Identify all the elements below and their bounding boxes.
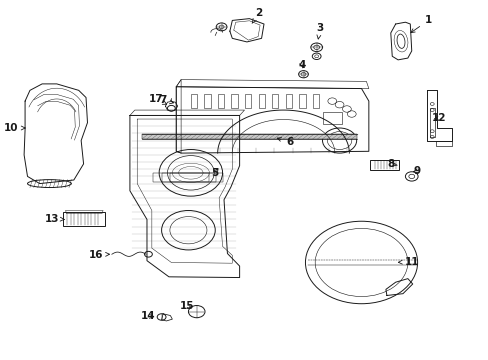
Text: 14: 14	[141, 311, 155, 321]
Text: 8: 8	[386, 159, 396, 169]
Text: 5: 5	[211, 168, 219, 178]
Bar	[231, 94, 237, 108]
Bar	[190, 94, 197, 108]
Text: 4: 4	[298, 60, 305, 70]
Text: 3: 3	[316, 23, 323, 39]
Text: 10: 10	[4, 123, 25, 133]
Text: 17: 17	[148, 94, 166, 104]
Text: 9: 9	[412, 166, 419, 176]
Text: 12: 12	[431, 113, 446, 123]
Bar	[153, 173, 209, 182]
Bar	[244, 94, 251, 108]
Bar	[218, 94, 224, 108]
Bar	[299, 94, 305, 108]
Text: 7: 7	[159, 95, 173, 105]
Text: 16: 16	[88, 249, 109, 260]
Text: 1: 1	[410, 15, 431, 33]
Bar	[204, 94, 210, 108]
Text: 11: 11	[398, 257, 418, 267]
Polygon shape	[142, 134, 356, 139]
Bar	[312, 94, 319, 108]
Bar	[272, 94, 278, 108]
Text: 15: 15	[180, 301, 194, 311]
Text: 2: 2	[252, 8, 262, 23]
Text: 6: 6	[277, 138, 293, 147]
Bar	[285, 94, 291, 108]
Text: 13: 13	[44, 214, 64, 224]
Bar	[170, 173, 223, 182]
Bar	[161, 173, 216, 182]
Bar	[258, 94, 264, 108]
